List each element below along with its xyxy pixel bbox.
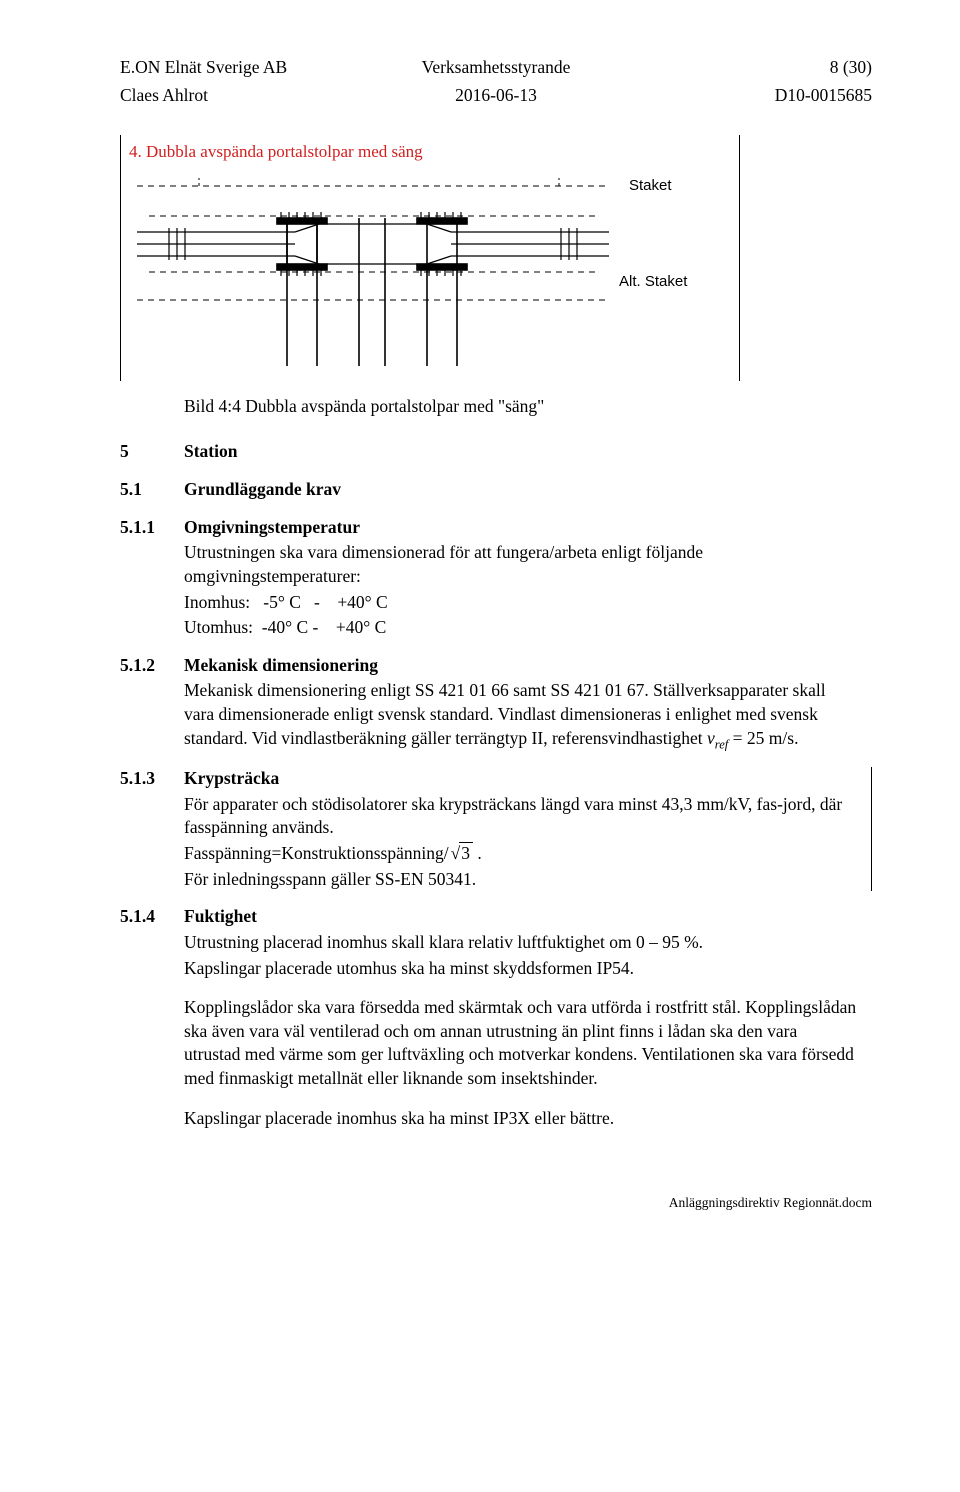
section-5-1-1-title: Omgivningstemperatur bbox=[184, 516, 858, 540]
footer-filename: Anläggningsdirektiv Regionnät.docm bbox=[120, 1194, 872, 1212]
vref-sub: ref bbox=[715, 737, 729, 751]
section-5-1-3: 5.1.3 Krypsträcka För apparater och stöd… bbox=[120, 767, 872, 891]
figure-title: 4. Dubbla avspända portalstolpar med sän… bbox=[129, 141, 731, 164]
figure-caption: Bild 4:4 Dubbla avspända portalstolpar m… bbox=[184, 395, 872, 419]
section-5-1-3-title: Krypsträcka bbox=[184, 767, 859, 791]
section-5-1-3-num: 5.1.3 bbox=[120, 767, 184, 891]
sqrt-radicand: 3 bbox=[459, 842, 473, 863]
section-5-1-4-p3: Kopplingslådor ska vara försedda med skä… bbox=[184, 996, 858, 1091]
section-5-1-4: 5.1.4 Fuktighet Utrustning placerad inom… bbox=[120, 905, 872, 1130]
section-5-1-num: 5.1 bbox=[120, 478, 184, 502]
section-5-1-2: 5.1.2 Mekanisk dimensionering Mekanisk d… bbox=[120, 654, 872, 753]
label-alt-staket: Alt. Staket bbox=[619, 273, 688, 290]
header-page: 8 (30) bbox=[621, 56, 872, 80]
section-5-1-3-p1: För apparater och stödisolatorer ska kry… bbox=[184, 793, 859, 840]
figure-diagram: Staket Alt. Staket bbox=[129, 168, 729, 368]
section-5-1-4-p1: Utrustning placerad inomhus skall klara … bbox=[184, 931, 858, 955]
header-row-2: Claes Ahlrot 2016-06-13 D10-0015685 bbox=[120, 84, 872, 108]
section-5-1-2-title: Mekanisk dimensionering bbox=[184, 654, 858, 678]
vref-eq: = 25 m/s. bbox=[733, 728, 799, 748]
header-doctype: Verksamhetsstyrande bbox=[371, 56, 622, 80]
section-5-title: Station bbox=[184, 440, 237, 464]
section-5-1-4-p4: Kapslingar placerade inomhus ska ha mins… bbox=[184, 1107, 858, 1131]
temp-inomhus: Inomhus: -5° C - +40° C bbox=[184, 591, 858, 615]
vref-var: v bbox=[707, 728, 715, 748]
temp-utomhus: Utomhus: -40° C - +40° C bbox=[184, 616, 858, 640]
header-docid: D10-0015685 bbox=[621, 84, 872, 108]
section-5-1-3-p3: För inledningsspann gäller SS-EN 50341. bbox=[184, 868, 859, 892]
section-5-1-4-num: 5.1.4 bbox=[120, 905, 184, 1130]
section-5-1-4-title: Fuktighet bbox=[184, 905, 858, 929]
section-5-num: 5 bbox=[120, 440, 184, 464]
section-5-1-1: 5.1.1 Omgivningstemperatur Utrustningen … bbox=[120, 516, 872, 640]
fassp-suffix: . bbox=[473, 843, 482, 863]
section-5-1-1-body: Utrustningen ska vara dimensionerad för … bbox=[184, 541, 858, 588]
figure-title-text: Dubbla avspända portalstolpar med säng bbox=[146, 142, 423, 161]
section-5-1: 5.1 Grundläggande krav bbox=[120, 478, 872, 502]
header-date: 2016-06-13 bbox=[371, 84, 622, 108]
fassp-prefix: Fasspänning=Konstruktionsspänning/ bbox=[184, 843, 449, 863]
header-author: Claes Ahlrot bbox=[120, 84, 371, 108]
sqrt-icon: √3 bbox=[449, 842, 473, 866]
header-row-1: E.ON Elnät Sverige AB Verksamhetsstyrand… bbox=[120, 56, 872, 80]
figure-title-num: 4. bbox=[129, 142, 142, 161]
header-company: E.ON Elnät Sverige AB bbox=[120, 56, 371, 80]
section-5-1-2-num: 5.1.2 bbox=[120, 654, 184, 753]
section-5-1-1-num: 5.1.1 bbox=[120, 516, 184, 640]
section-5-1-4-p2: Kapslingar placerade utomhus ska ha mins… bbox=[184, 957, 858, 981]
figure-container: 4. Dubbla avspända portalstolpar med sän… bbox=[120, 135, 740, 381]
section-5: 5 Station bbox=[120, 440, 872, 464]
section-5-1-3-p2: Fasspänning=Konstruktionsspänning/√3 . bbox=[184, 842, 859, 866]
label-staket: Staket bbox=[629, 177, 672, 194]
section-5-1-2-text: Mekanisk dimensionering enligt SS 421 01… bbox=[184, 680, 826, 747]
section-5-1-title: Grundläggande krav bbox=[184, 478, 858, 502]
section-5-1-2-body: Mekanisk dimensionering enligt SS 421 01… bbox=[184, 679, 858, 753]
